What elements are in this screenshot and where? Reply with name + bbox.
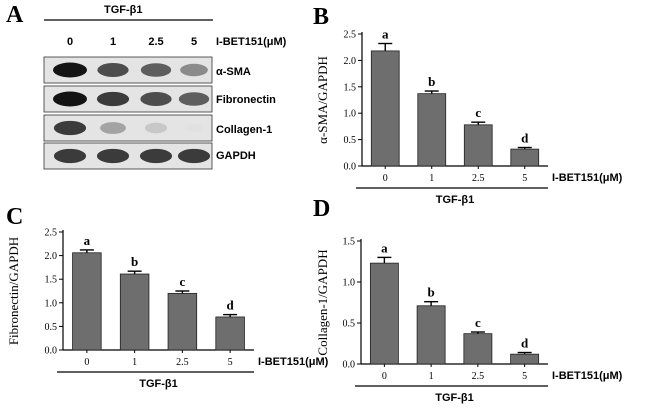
chart-d-ytick-label-0: 0.0 (343, 360, 356, 371)
chart-b-sig-2: c (475, 105, 481, 120)
chart-c-xtick-label-2: 2.5 (176, 357, 189, 368)
blot-band-2-2 (144, 122, 168, 134)
blot-band-3-3 (177, 148, 211, 164)
chart-c-ytick-label-5: 2.5 (45, 228, 58, 239)
blot-band-3-0 (53, 148, 87, 164)
chart-d-xtick-label-0: 0 (382, 371, 387, 382)
blot-band-0-2 (140, 63, 172, 77)
chart-b-ylabel: α-SMA/GAPDH (315, 56, 330, 144)
lane-label-3: 5 (190, 36, 198, 48)
chart-d-group-label: TGF-β1 (435, 392, 474, 404)
chart-b-bar-0 (370, 50, 400, 167)
chart-c-bar-3 (215, 316, 245, 351)
blot-band-3-1 (96, 148, 130, 164)
chart-c-group-label: TGF-β1 (139, 378, 178, 390)
blot-band-0-3 (180, 63, 208, 77)
protein-label-1: Fibronectin (216, 94, 276, 106)
chart-d-ytick-label-2: 1.0 (343, 278, 356, 289)
chart-b-sig-1: b (428, 74, 435, 89)
chart-c-xlabel: I-BET151(μM) (258, 356, 329, 368)
chart-d-xtick-label-1: 1 (429, 371, 434, 382)
blot-band-1-0 (53, 91, 87, 107)
chart-d-bar-0 (369, 262, 399, 365)
chart-c-ytick-label-0: 0.0 (45, 346, 58, 357)
blot-band-1-2 (140, 92, 172, 106)
blot-band-1-1 (96, 91, 130, 107)
chart-c-ytick-label-4: 2.0 (45, 251, 58, 262)
chart-b-xlabel: I-BET151(μM) (552, 172, 623, 184)
chart-b-ytick-label-0: 0.0 (344, 162, 357, 173)
chart-b-xtick-label-3: 5 (522, 173, 527, 184)
chart-b-sig-3: d (521, 131, 529, 146)
chart-d-sig-0: a (381, 240, 388, 255)
blot-band-3-2 (139, 148, 173, 164)
blot-band-0-1 (97, 63, 129, 77)
chart-c-sig-2: c (179, 274, 185, 289)
chart-d-sig-3: d (521, 336, 529, 351)
chart-b-ytick-label-5: 2.5 (344, 30, 357, 41)
protein-label-2: Collagen-1 (216, 124, 273, 136)
chart-b-group-label: TGF-β1 (436, 194, 475, 206)
chart-b-xtick-label-0: 0 (383, 173, 388, 184)
chart-d-bar-1 (416, 305, 446, 365)
blot-rows (43, 56, 213, 170)
chart-d-sig-1: b (428, 285, 435, 300)
protein-label-0: α-SMA (216, 66, 251, 78)
chart-b-sig-0: a (382, 27, 389, 42)
chart-d-xtick-label-3: 5 (522, 371, 527, 382)
chart-d-sig-2: c (475, 315, 481, 330)
chart-c-ytick-label-1: 0.5 (45, 322, 58, 333)
chart-c-bar-1 (119, 273, 150, 351)
panel-c-letter: C (6, 204, 24, 230)
blot-band-2-3 (185, 123, 203, 133)
chart-b-ytick-label-1: 0.5 (344, 135, 357, 146)
chart-c-ylabel: Fibronectin/GAPDH (6, 237, 21, 345)
chart-d-ytick-label-1: 0.5 (343, 319, 356, 330)
panel-d-letter: D (313, 196, 331, 222)
chart-c-xtick-label-3: 5 (228, 357, 233, 368)
chart-c-bar-0 (72, 252, 102, 351)
chart-b-ytick-label-3: 1.5 (344, 82, 357, 93)
protein-label-3: GAPDH (216, 150, 256, 162)
lane-label-1: 1 (109, 36, 117, 48)
blot-treatment-label: TGF-β1 (104, 4, 143, 16)
chart-b-bar-1 (417, 93, 447, 167)
chart-d-bar-2 (463, 333, 493, 365)
chart-d-xlabel: I-BET151(μM) (552, 370, 623, 382)
chart-b-xtick-label-1: 1 (429, 173, 434, 184)
blot-band-1-3 (178, 92, 210, 106)
chart-b-ytick-label-4: 2.0 (344, 56, 357, 67)
chart-c-xtick-label-0: 0 (84, 357, 89, 368)
chart-c-sig-1: b (131, 254, 138, 269)
panel-a-letter: A (6, 2, 24, 28)
chart-c-sig-3: d (227, 298, 235, 313)
chart-c-ytick-label-2: 1.0 (45, 298, 58, 309)
panel-b-letter: B (313, 4, 330, 30)
blot-dose-unit-label: I-BET151(μM) (216, 36, 287, 48)
chart-c-sig-0: a (84, 233, 91, 248)
chart-d-ytick-label-3: 1.5 (343, 237, 356, 248)
chart-d-bar-3 (510, 353, 540, 365)
blot-band-0-0 (53, 62, 87, 78)
chart-b-ytick-label-2: 1.0 (344, 109, 357, 120)
chart-c-xtick-label-1: 1 (132, 357, 137, 368)
lane-label-0: 0 (66, 36, 74, 48)
chart-d-ylabel: Collagen-1/GAPDH (315, 249, 330, 355)
chart-b-xtick-label-2: 2.5 (472, 173, 485, 184)
blot-band-2-0 (53, 120, 87, 136)
lane-label-2: 2.5 (148, 36, 164, 48)
blot-band-2-1 (100, 122, 126, 134)
blot-svg (43, 19, 213, 170)
chart-d-xtick-label-2: 2.5 (472, 371, 485, 382)
chart-c-ytick-label-3: 1.5 (45, 275, 58, 286)
